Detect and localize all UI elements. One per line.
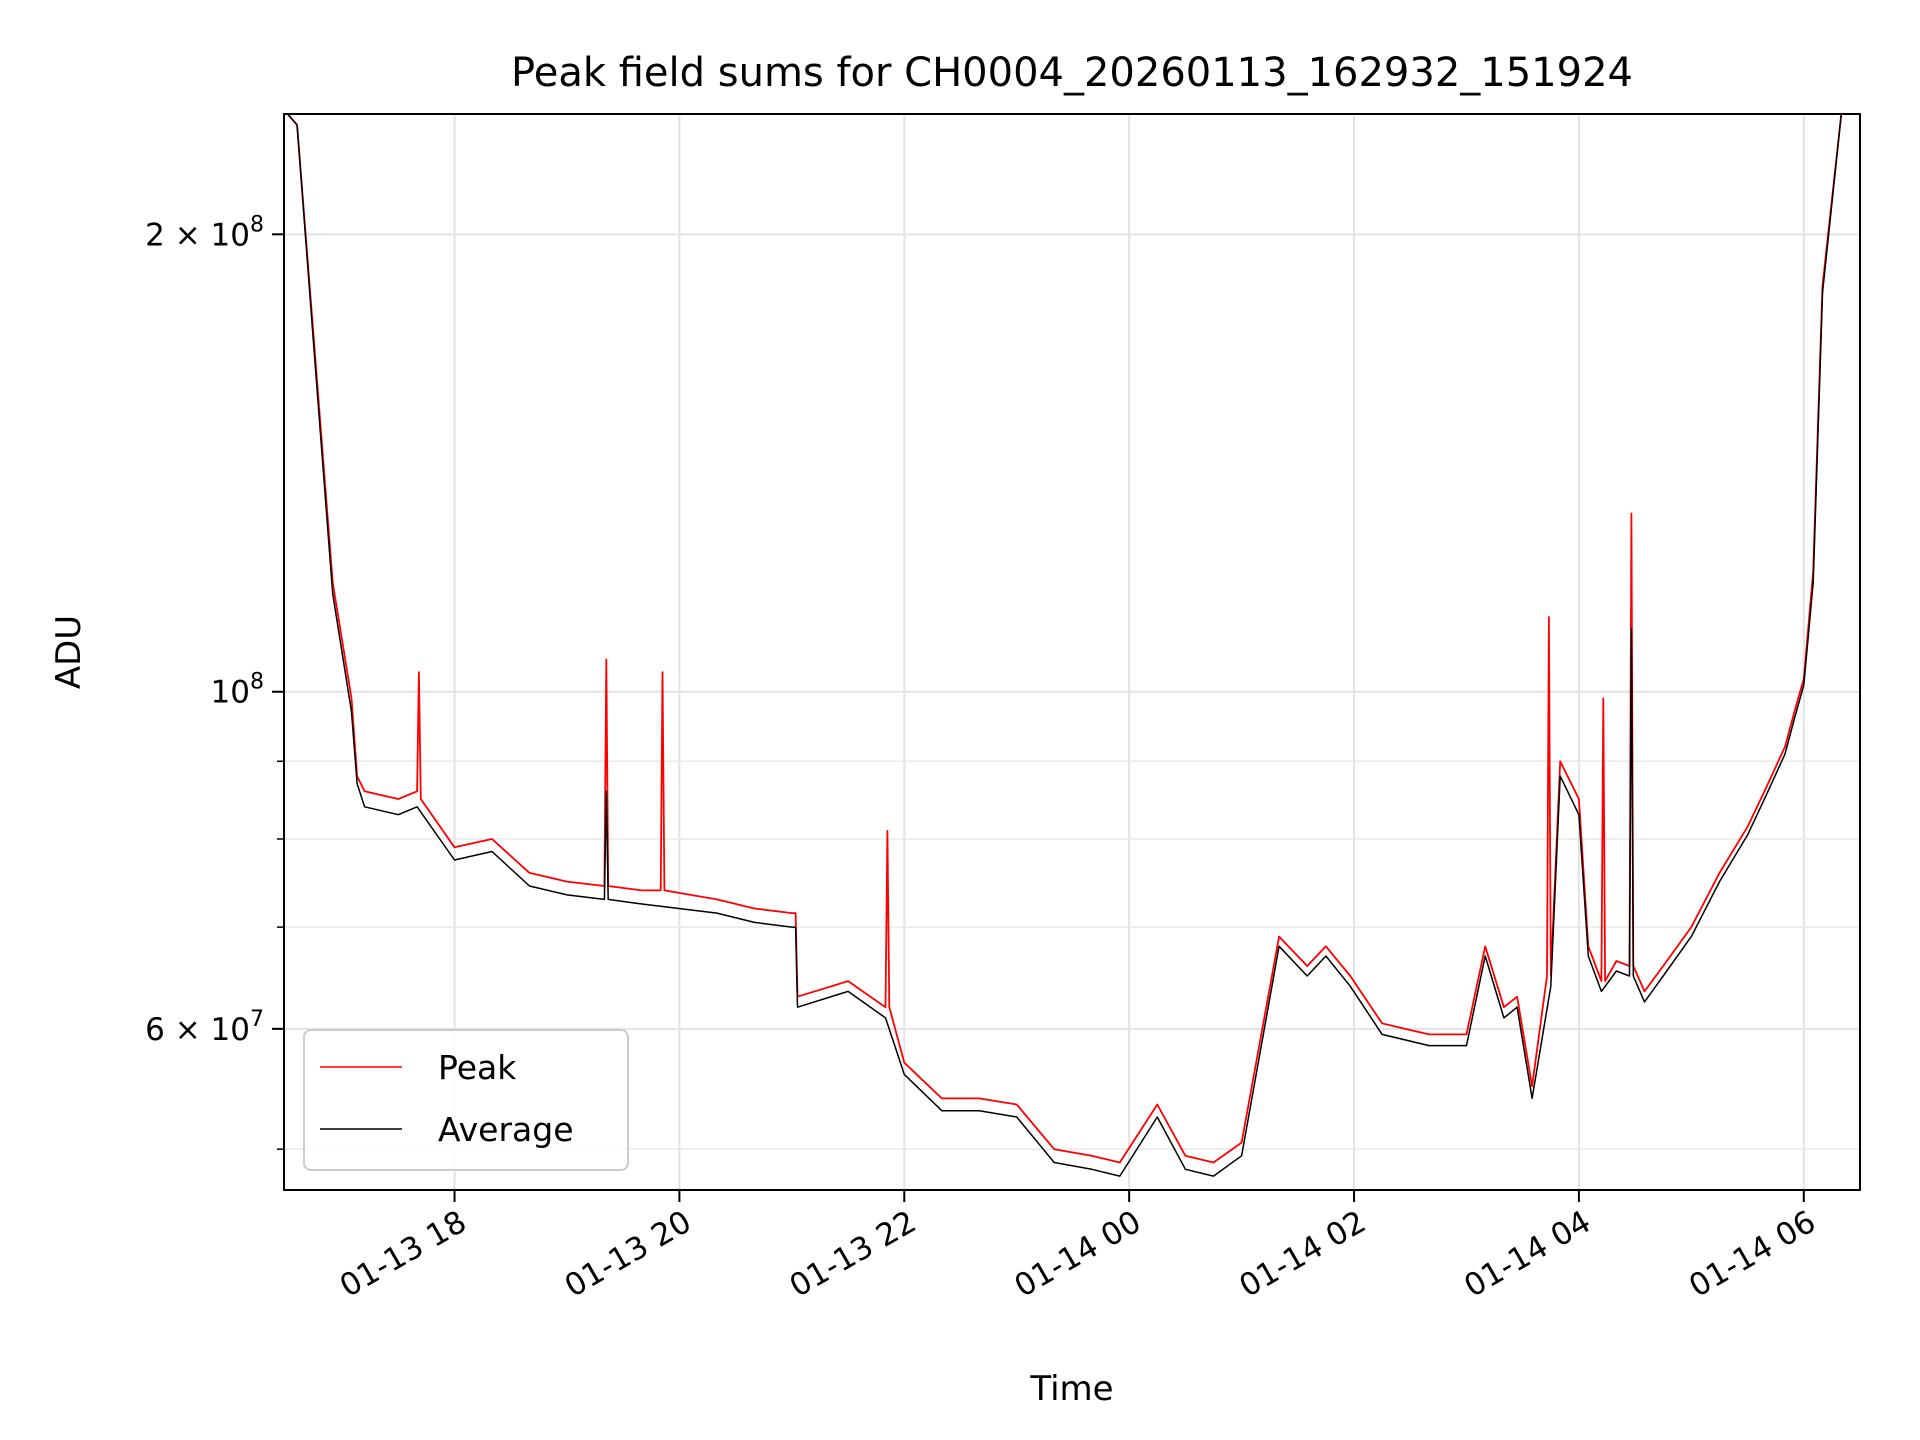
y-axis-label: ADU bbox=[49, 615, 89, 689]
legend-label-peak: Peak bbox=[438, 1048, 517, 1087]
y-tick-label-base: 6 × 10 bbox=[145, 1012, 250, 1048]
y-tick-label: 2 × 108 bbox=[145, 212, 264, 253]
y-tick-label-exponent: 8 bbox=[250, 212, 264, 237]
y-tick-label-exponent: 8 bbox=[250, 670, 264, 695]
y-tick-label-base: 10 bbox=[211, 675, 250, 711]
legend-label-average: Average bbox=[438, 1110, 574, 1149]
series-lines bbox=[287, 113, 1843, 1177]
chart-title: Peak field sums for CH0004_20260113_1629… bbox=[511, 50, 1633, 96]
plot-frame bbox=[283, 113, 1861, 1191]
legend-box bbox=[303, 1029, 629, 1171]
y-tick-label-exponent: 7 bbox=[250, 1007, 264, 1032]
y-tick-label: 6 × 107 bbox=[145, 1007, 264, 1048]
series-line-peak bbox=[287, 113, 1843, 1164]
legend: Peak Average bbox=[303, 1029, 629, 1171]
x-axis-label: Time bbox=[1029, 1369, 1113, 1409]
grid bbox=[284, 114, 1860, 1190]
y-tick-label: 108 bbox=[211, 670, 264, 711]
y-tick-label-base: 2 × 10 bbox=[145, 217, 250, 253]
series-line-average bbox=[287, 113, 1843, 1177]
